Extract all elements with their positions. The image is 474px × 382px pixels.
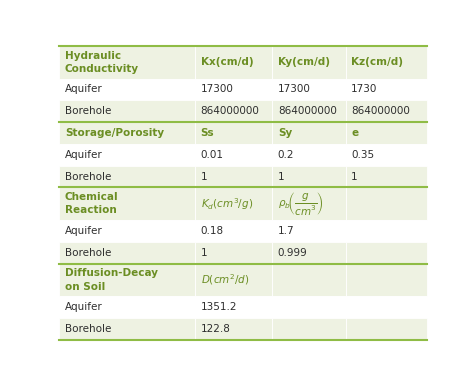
FancyBboxPatch shape	[59, 296, 195, 318]
FancyBboxPatch shape	[59, 242, 195, 264]
Text: 1: 1	[351, 172, 358, 181]
Text: Aquifer: Aquifer	[65, 226, 102, 236]
FancyBboxPatch shape	[59, 318, 195, 340]
FancyBboxPatch shape	[272, 79, 346, 100]
FancyBboxPatch shape	[272, 166, 346, 188]
Text: Aquifer: Aquifer	[65, 84, 102, 94]
Text: 17300: 17300	[201, 84, 234, 94]
Text: Aquifer: Aquifer	[65, 150, 102, 160]
Text: 864000000: 864000000	[278, 106, 337, 116]
FancyBboxPatch shape	[272, 242, 346, 264]
FancyBboxPatch shape	[346, 296, 427, 318]
Text: Borehole: Borehole	[65, 106, 111, 116]
FancyBboxPatch shape	[195, 264, 272, 296]
Text: Ss: Ss	[201, 128, 214, 138]
Text: Diffusion-Decay
on Soil: Diffusion-Decay on Soil	[65, 269, 158, 292]
Text: Borehole: Borehole	[65, 324, 111, 334]
Text: $\rho_b\!\left(\dfrac{g}{cm^3}\right)$: $\rho_b\!\left(\dfrac{g}{cm^3}\right)$	[278, 190, 324, 217]
FancyBboxPatch shape	[59, 166, 195, 188]
FancyBboxPatch shape	[272, 100, 346, 122]
FancyBboxPatch shape	[195, 318, 272, 340]
Text: $D(cm^2/d)$: $D(cm^2/d)$	[201, 273, 249, 288]
FancyBboxPatch shape	[59, 46, 195, 79]
FancyBboxPatch shape	[346, 188, 427, 220]
FancyBboxPatch shape	[59, 122, 195, 144]
Text: 1730: 1730	[351, 84, 378, 94]
FancyBboxPatch shape	[195, 46, 272, 79]
FancyBboxPatch shape	[59, 79, 195, 100]
FancyBboxPatch shape	[346, 46, 427, 79]
Text: 864000000: 864000000	[351, 106, 410, 116]
FancyBboxPatch shape	[346, 144, 427, 166]
Text: Borehole: Borehole	[65, 248, 111, 258]
FancyBboxPatch shape	[195, 296, 272, 318]
Text: 864000000: 864000000	[201, 106, 260, 116]
Text: 0.35: 0.35	[351, 150, 374, 160]
FancyBboxPatch shape	[272, 188, 346, 220]
Text: 1351.2: 1351.2	[201, 302, 237, 312]
FancyBboxPatch shape	[195, 242, 272, 264]
FancyBboxPatch shape	[195, 166, 272, 188]
Text: Sy: Sy	[278, 128, 292, 138]
FancyBboxPatch shape	[195, 220, 272, 242]
FancyBboxPatch shape	[272, 264, 346, 296]
FancyBboxPatch shape	[195, 188, 272, 220]
Text: e: e	[351, 128, 358, 138]
FancyBboxPatch shape	[346, 264, 427, 296]
FancyBboxPatch shape	[346, 79, 427, 100]
FancyBboxPatch shape	[346, 220, 427, 242]
FancyBboxPatch shape	[195, 144, 272, 166]
FancyBboxPatch shape	[272, 220, 346, 242]
Text: Ky(cm/d): Ky(cm/d)	[278, 57, 330, 67]
FancyBboxPatch shape	[346, 100, 427, 122]
FancyBboxPatch shape	[346, 122, 427, 144]
FancyBboxPatch shape	[272, 318, 346, 340]
FancyBboxPatch shape	[195, 79, 272, 100]
FancyBboxPatch shape	[346, 166, 427, 188]
Text: 0.2: 0.2	[278, 150, 294, 160]
Text: 1: 1	[201, 248, 207, 258]
Text: Hydraulic
Conductivity: Hydraulic Conductivity	[65, 50, 139, 74]
Text: Storage/Porosity: Storage/Porosity	[65, 128, 164, 138]
FancyBboxPatch shape	[195, 100, 272, 122]
Text: Chemical
Reaction: Chemical Reaction	[65, 192, 118, 215]
Text: 122.8: 122.8	[201, 324, 230, 334]
Text: 1: 1	[201, 172, 207, 181]
Text: Borehole: Borehole	[65, 172, 111, 181]
FancyBboxPatch shape	[272, 46, 346, 79]
FancyBboxPatch shape	[272, 144, 346, 166]
FancyBboxPatch shape	[59, 264, 195, 296]
Text: 17300: 17300	[278, 84, 310, 94]
Text: Aquifer: Aquifer	[65, 302, 102, 312]
Text: 0.18: 0.18	[201, 226, 224, 236]
Text: 1: 1	[278, 172, 284, 181]
FancyBboxPatch shape	[272, 296, 346, 318]
FancyBboxPatch shape	[59, 188, 195, 220]
Text: $K_d(cm^3/g)$: $K_d(cm^3/g)$	[201, 196, 253, 212]
FancyBboxPatch shape	[272, 122, 346, 144]
Text: 0.999: 0.999	[278, 248, 308, 258]
Text: 0.01: 0.01	[201, 150, 224, 160]
FancyBboxPatch shape	[59, 100, 195, 122]
Text: 1.7: 1.7	[278, 226, 294, 236]
Text: Kx(cm/d): Kx(cm/d)	[201, 57, 253, 67]
FancyBboxPatch shape	[59, 220, 195, 242]
FancyBboxPatch shape	[346, 242, 427, 264]
FancyBboxPatch shape	[59, 144, 195, 166]
Text: Kz(cm/d): Kz(cm/d)	[351, 57, 403, 67]
FancyBboxPatch shape	[195, 122, 272, 144]
FancyBboxPatch shape	[346, 318, 427, 340]
